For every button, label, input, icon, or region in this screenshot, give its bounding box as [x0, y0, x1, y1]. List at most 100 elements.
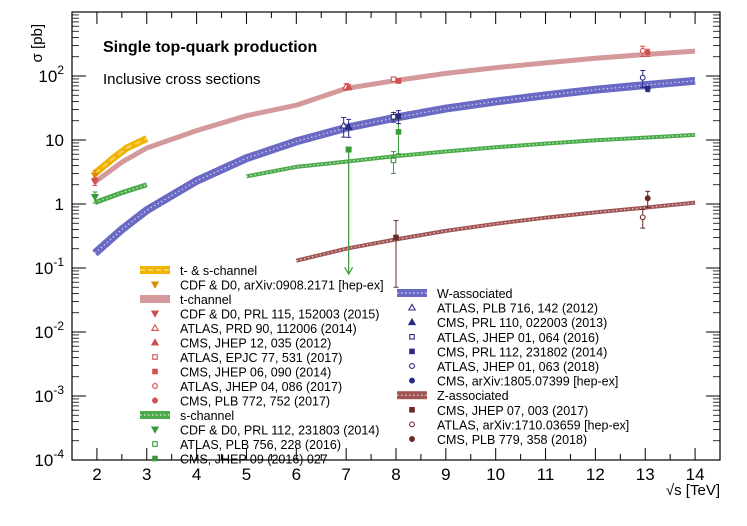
y-tick-label: 10-1 — [34, 255, 64, 278]
legend-marker-square — [152, 455, 158, 462]
legend-marker-square — [152, 354, 158, 360]
marker-circle — [644, 195, 651, 202]
legend-marker-circle — [152, 383, 158, 389]
legend-marker-square — [409, 407, 415, 413]
legend-entry-atlas-arxiv-1710-03659-hep-ex: ATLAS, arXiv:1710.03659 [hep-ex] — [409, 418, 629, 432]
marker-triangle-down — [90, 172, 100, 180]
legend-band-w-associated: W-associated — [397, 287, 513, 301]
point-cdf-d0-prl-112-231803-2014 — [90, 191, 100, 204]
band-w-associated — [92, 76, 696, 257]
marker-circle — [639, 214, 646, 221]
point-cms-plb-772-752-2017 — [644, 48, 651, 57]
marker-triangle-up — [344, 122, 353, 130]
legend-band-t-channel: t-channel — [140, 293, 231, 307]
point-cms-jhep-09-2016-027 — [395, 119, 402, 155]
y-tick-label: 10-2 — [34, 319, 64, 342]
legend-label: t-channel — [180, 293, 231, 307]
marker-circle — [639, 47, 646, 54]
band-s-channel — [94, 182, 148, 205]
y-tick-label: 10 — [45, 131, 64, 150]
legend-entry-cdf-d0-prl-115-152003-2015: CDF & D0, PRL 115, 152003 (2015) — [150, 308, 379, 322]
legend-marker-triangle-down — [150, 426, 160, 434]
marker-circle — [639, 74, 646, 81]
point-atlas-plb-756-228-2016 — [390, 151, 397, 174]
legend-label: ATLAS, JHEP 04, 086 (2017) — [180, 380, 342, 394]
legend-entry-atlas-jhep-01-064-2016: ATLAS, JHEP 01, 064 (2016) — [409, 331, 599, 345]
marker-square — [395, 129, 402, 135]
legend-marker-square — [409, 334, 415, 340]
point-atlas-jhep-04-086-2017 — [639, 45, 646, 57]
legend-label: Z-associated — [437, 389, 509, 403]
marker-square — [390, 157, 397, 164]
band-z-associated — [295, 200, 696, 263]
legend-label: W-associated — [437, 287, 513, 301]
x-tick-label: 2 — [92, 465, 101, 484]
marker-square — [390, 114, 397, 120]
legend-marker-square — [152, 441, 158, 447]
marker-circle — [644, 85, 651, 92]
legend-label: ATLAS, PRD 90, 112006 (2014) — [180, 322, 357, 336]
marker-square — [390, 76, 397, 83]
x-tick-label: 3 — [142, 465, 151, 484]
marker-triangle-down — [90, 178, 100, 186]
point-atlas-epjc-77-531-2017 — [390, 76, 397, 83]
legend-label: CMS, JHEP 09 (2016) 027 — [180, 453, 328, 467]
legend-entry-cms-arxiv-1805-07399-hep-ex: CMS, arXiv:1805.07399 [hep-ex] — [409, 375, 618, 389]
chart-title: Single top-quark production — [103, 39, 317, 56]
legend-label: ATLAS, PLB 756, 228 (2016) — [180, 438, 341, 452]
x-tick-label: 5 — [242, 465, 251, 484]
legend-marker-square — [409, 348, 415, 355]
marker-square — [395, 113, 402, 120]
y-tick-label: 1 — [55, 195, 64, 214]
legend-entry-cms-prl-112-231802-2014: CMS, PRL 112, 231802 (2014) — [409, 345, 607, 359]
legend-entry-atlas-jhep-04-086-2017: ATLAS, JHEP 04, 086 (2017) — [152, 380, 342, 394]
legend-label: ATLAS, JHEP 01, 064 (2016) — [437, 331, 599, 345]
theory-bands — [92, 48, 696, 263]
point-cms-jhep-12-035-2012 — [344, 82, 353, 91]
legend-entry-cms-prl-110-022003-2013: CMS, PRL 110, 022003 (2013) — [407, 316, 607, 330]
legend-label: CMS, PLB 779, 358 (2018) — [437, 433, 587, 447]
point-cms-prl-112-231802-2014 — [395, 110, 402, 125]
chart-subtitle: Inclusive cross sections — [103, 71, 261, 88]
x-axis-title: √s [TeV] — [666, 482, 720, 499]
band-s-channel-lhc — [246, 132, 696, 179]
legend-label: CDF & D0, PRL 112, 231803 (2014) — [180, 424, 379, 438]
legend-label: s-channel — [180, 409, 234, 423]
legend-marker-triangle-down — [150, 310, 160, 318]
legend-entry-cdf-d0-arxiv-0908-2171-hep-ex: CDF & D0, arXiv:0908.2171 [hep-ex] — [150, 279, 384, 293]
legend-label: CMS, PLB 772, 752 (2017) — [180, 395, 330, 409]
x-tick-label: 4 — [192, 465, 201, 484]
measurements — [90, 45, 651, 288]
legend-entry-cms-plb-779-358-2018: CMS, PLB 779, 358 (2018) — [409, 433, 587, 447]
legend-label: ATLAS, JHEP 01, 063 (2018) — [437, 360, 599, 374]
legend-marker-triangle-up — [150, 338, 160, 346]
legend-marker-circle — [409, 377, 415, 384]
marker-square — [393, 234, 399, 241]
marker-triangle-up — [344, 82, 353, 91]
point-cms-prl-110-022003-2013 — [344, 118, 353, 138]
legend-label: CMS, JHEP 06, 090 (2014) — [180, 366, 331, 380]
legend-label: ATLAS, EPJC 77, 531 (2017) — [180, 351, 342, 365]
x-tick-label: 13 — [636, 465, 655, 484]
point-cms-jhep-07-003-2017 — [393, 220, 399, 288]
legend-entry-cms-jhep-09-2016-027: CMS, JHEP 09 (2016) 027 — [152, 453, 328, 467]
legend-marker-square — [152, 368, 158, 375]
axis-ticks: 2 3 4 5 6 7 8 9 10 11 12 13 14 10-4 10-3 10-2 10-1 1 10 102 — [34, 11, 721, 484]
band-t-channel — [93, 48, 696, 185]
band-t-s-channel — [92, 135, 149, 177]
point-cms-plb-779-358-2018 — [644, 190, 651, 209]
legend-label: CMS, JHEP 07, 003 (2017) — [437, 404, 588, 418]
legend-marker-circle — [152, 397, 158, 404]
legend-entry-cms-jhep-07-003-2017: CMS, JHEP 07, 003 (2017) — [409, 404, 588, 418]
legend-label: CMS, arXiv:1805.07399 [hep-ex] — [437, 375, 618, 389]
x-tick-label: 11 — [537, 465, 555, 484]
legend-entry-atlas-jhep-01-063-2018: ATLAS, JHEP 01, 063 (2018) — [409, 360, 599, 374]
x-tick-label: 10 — [486, 465, 505, 484]
legend-label: CMS, JHEP 12, 035 (2012) — [180, 337, 331, 351]
x-tick-label: 12 — [586, 465, 605, 484]
legend-entry-cms-jhep-12-035-2012: CMS, JHEP 12, 035 (2012) — [150, 337, 331, 351]
x-tick-label: 14 — [686, 465, 705, 484]
legend-entry-cms-plb-772-752-2017: CMS, PLB 772, 752 (2017) — [152, 395, 330, 409]
